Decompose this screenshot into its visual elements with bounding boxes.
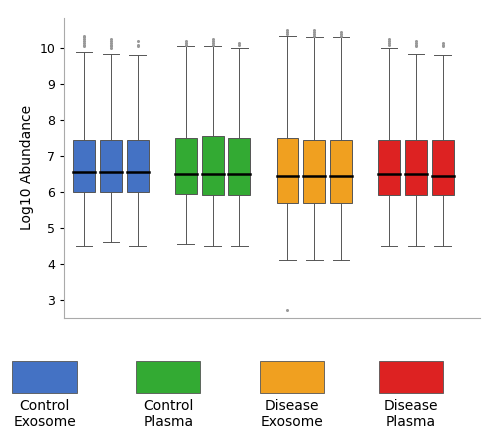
Bar: [100, 140, 122, 192]
Bar: [201, 136, 224, 195]
Bar: [330, 140, 352, 202]
Bar: [432, 140, 454, 195]
FancyBboxPatch shape: [136, 361, 200, 393]
FancyBboxPatch shape: [260, 361, 324, 393]
Bar: [378, 140, 400, 195]
Bar: [405, 140, 427, 195]
Bar: [228, 138, 250, 195]
Bar: [127, 140, 148, 192]
FancyBboxPatch shape: [379, 361, 443, 393]
Text: Control
Exosome: Control Exosome: [13, 399, 76, 429]
Text: Control
Plasma: Control Plasma: [143, 399, 194, 429]
Y-axis label: Log10 Abundance: Log10 Abundance: [20, 105, 34, 230]
Text: Disease
Plasma: Disease Plasma: [384, 399, 438, 429]
Text: Disease
Exosome: Disease Exosome: [261, 399, 323, 429]
Bar: [73, 140, 95, 192]
FancyBboxPatch shape: [12, 361, 77, 393]
Bar: [175, 138, 197, 194]
Bar: [303, 140, 325, 202]
Bar: [277, 138, 298, 202]
